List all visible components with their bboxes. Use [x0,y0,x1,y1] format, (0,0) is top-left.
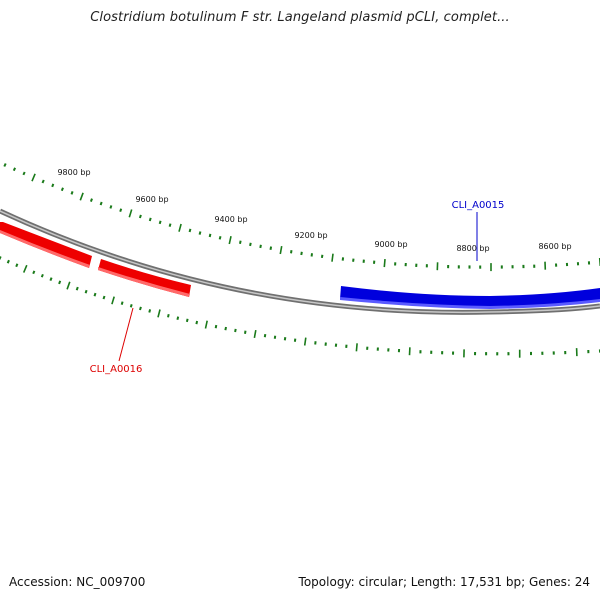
outer-minor-tick [239,240,242,244]
tick-label: 9200 bp [294,231,327,240]
tick-label: 9400 bp [214,215,247,224]
outer-major-tick [128,209,133,218]
inner-minor-tick [224,326,227,331]
inner-minor-tick [244,330,247,334]
inner-minor-tick [49,277,53,281]
inner-minor-tick [176,316,180,320]
gene-cli-a0016-callout-line [118,307,134,362]
inner-minor-tick [129,304,133,308]
outer-minor-tick [89,198,93,202]
outer-major-tick [331,253,334,262]
inner-major-tick [22,264,28,273]
outer-tick-ring [3,163,600,272]
tick-label: 8800 bp [456,244,489,253]
outer-minor-tick [300,251,303,256]
outer-minor-tick [290,250,293,254]
gene-cli-a0015-label[interactable]: CLI_A0015 [452,200,505,211]
inner-minor-tick [40,273,44,278]
inner-minor-tick [263,333,267,338]
gene-cli-a0016-shade-left [0,230,90,268]
outer-minor-tick [188,228,192,233]
inner-minor-tick [148,309,152,313]
inner-tick-ring [0,256,600,358]
outer-minor-tick [109,205,113,209]
inner-minor-tick [0,256,2,260]
inner-minor-tick [15,263,19,268]
inner-major-tick [204,320,208,329]
gene-cli-a0015-shade [340,297,600,309]
outer-major-tick [178,223,182,232]
gene-cli-a0016-arc-left[interactable] [0,222,92,268]
outer-minor-tick [168,223,172,227]
inner-minor-tick [6,259,10,264]
inner-minor-tick [167,313,170,318]
outer-major-tick [228,236,232,245]
outer-major-tick [279,245,283,255]
inner-minor-tick [283,337,287,341]
gene-cli-a0016-shade-right [98,267,190,297]
outer-minor-tick [12,167,17,172]
outer-minor-tick [138,214,142,219]
accession-label: Accession: NC_009700 [9,575,146,589]
outer-minor-tick [218,236,222,240]
topology-summary: Topology: circular; Length: 17,531 bp; G… [298,575,590,589]
inner-minor-tick [32,270,36,275]
tick-label: 9000 bp [374,240,407,249]
map-title: Clostridium botulinum F str. Langeland p… [90,10,510,25]
tick-labels: 9800 bp 9600 bp 9400 bp 9200 bp 9000 bp 8800 … [57,168,571,253]
outer-minor-tick [99,201,103,206]
inner-minor-tick [214,324,218,329]
inner-minor-tick [120,301,124,305]
outer-minor-tick [158,220,162,225]
outer-minor-tick [119,208,123,213]
tick-label: 8600 bp [538,242,571,251]
inner-minor-tick [93,292,97,297]
inner-minor-tick [195,320,199,325]
tick-label: 9800 bp [57,168,90,177]
outer-minor-tick [70,191,74,195]
outer-minor-tick [22,171,26,176]
inner-minor-tick [139,306,142,311]
inner-major-tick [111,296,115,305]
outer-major-tick [79,192,84,201]
outer-minor-tick [269,246,273,250]
outer-minor-tick [51,183,55,188]
outer-minor-tick [259,244,262,249]
gene-cli-a0016-arc-right[interactable] [98,259,191,297]
inner-minor-tick [234,328,237,333]
outer-minor-tick [3,163,7,167]
backbone-highlight [0,210,600,314]
inner-minor-tick [102,295,106,300]
outer-minor-tick [320,254,324,259]
outer-minor-tick [60,187,64,192]
gene-cli-a0016-label[interactable]: CLI_A0016 [90,364,143,375]
outer-minor-tick [208,233,212,238]
inner-major-tick [303,337,307,346]
outer-major-tick [31,173,36,182]
inner-major-tick [157,309,161,318]
outer-minor-tick [148,217,152,222]
inner-minor-tick [185,318,189,323]
outer-minor-tick [249,242,252,247]
outer-minor-tick [198,231,202,235]
outer-minor-tick [41,179,45,184]
inner-minor-tick [84,289,88,294]
inner-minor-tick [75,286,79,291]
inner-major-tick [253,329,257,339]
inner-minor-tick [58,280,62,285]
outer-major-tick [383,259,386,268]
inner-major-tick [66,281,71,290]
inner-major-tick [355,343,358,352]
tick-label: 9600 bp [135,195,168,204]
